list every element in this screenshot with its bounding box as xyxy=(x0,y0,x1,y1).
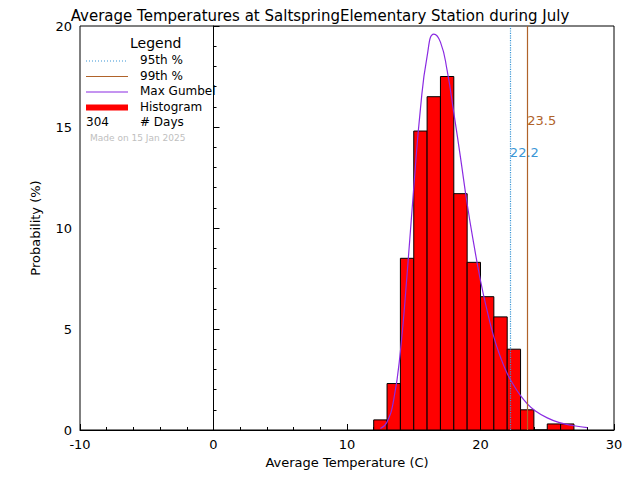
svg-text:30: 30 xyxy=(606,437,623,452)
svg-text:304: 304 xyxy=(86,115,109,129)
svg-text:22.2: 22.2 xyxy=(510,145,539,160)
svg-text:20: 20 xyxy=(472,437,489,452)
svg-text:Legend: Legend xyxy=(130,35,181,51)
svg-text:0: 0 xyxy=(64,423,72,438)
svg-text:Max Gumbel: Max Gumbel xyxy=(140,84,216,98)
svg-text:10: 10 xyxy=(55,221,72,236)
svg-text:# Days: # Days xyxy=(140,115,184,129)
svg-text:5: 5 xyxy=(64,322,72,337)
svg-text:10: 10 xyxy=(339,437,356,452)
svg-text:95th %: 95th % xyxy=(140,53,183,67)
svg-text:Made on 15 Jan 2025: Made on 15 Jan 2025 xyxy=(90,133,185,143)
svg-text:99th %: 99th % xyxy=(140,69,183,83)
svg-text:Average Temperatures at Saltsp: Average Temperatures at SaltspringElemen… xyxy=(71,7,570,25)
svg-text:-10: -10 xyxy=(69,437,90,452)
svg-text:Average Temperature (C): Average Temperature (C) xyxy=(265,455,428,470)
svg-text:15: 15 xyxy=(55,120,72,135)
svg-text:Histogram: Histogram xyxy=(140,100,202,114)
svg-text:23.5: 23.5 xyxy=(527,113,556,128)
svg-text:0: 0 xyxy=(209,437,217,452)
svg-text:20: 20 xyxy=(55,19,72,34)
svg-text:Probability (%): Probability (%) xyxy=(28,180,43,275)
